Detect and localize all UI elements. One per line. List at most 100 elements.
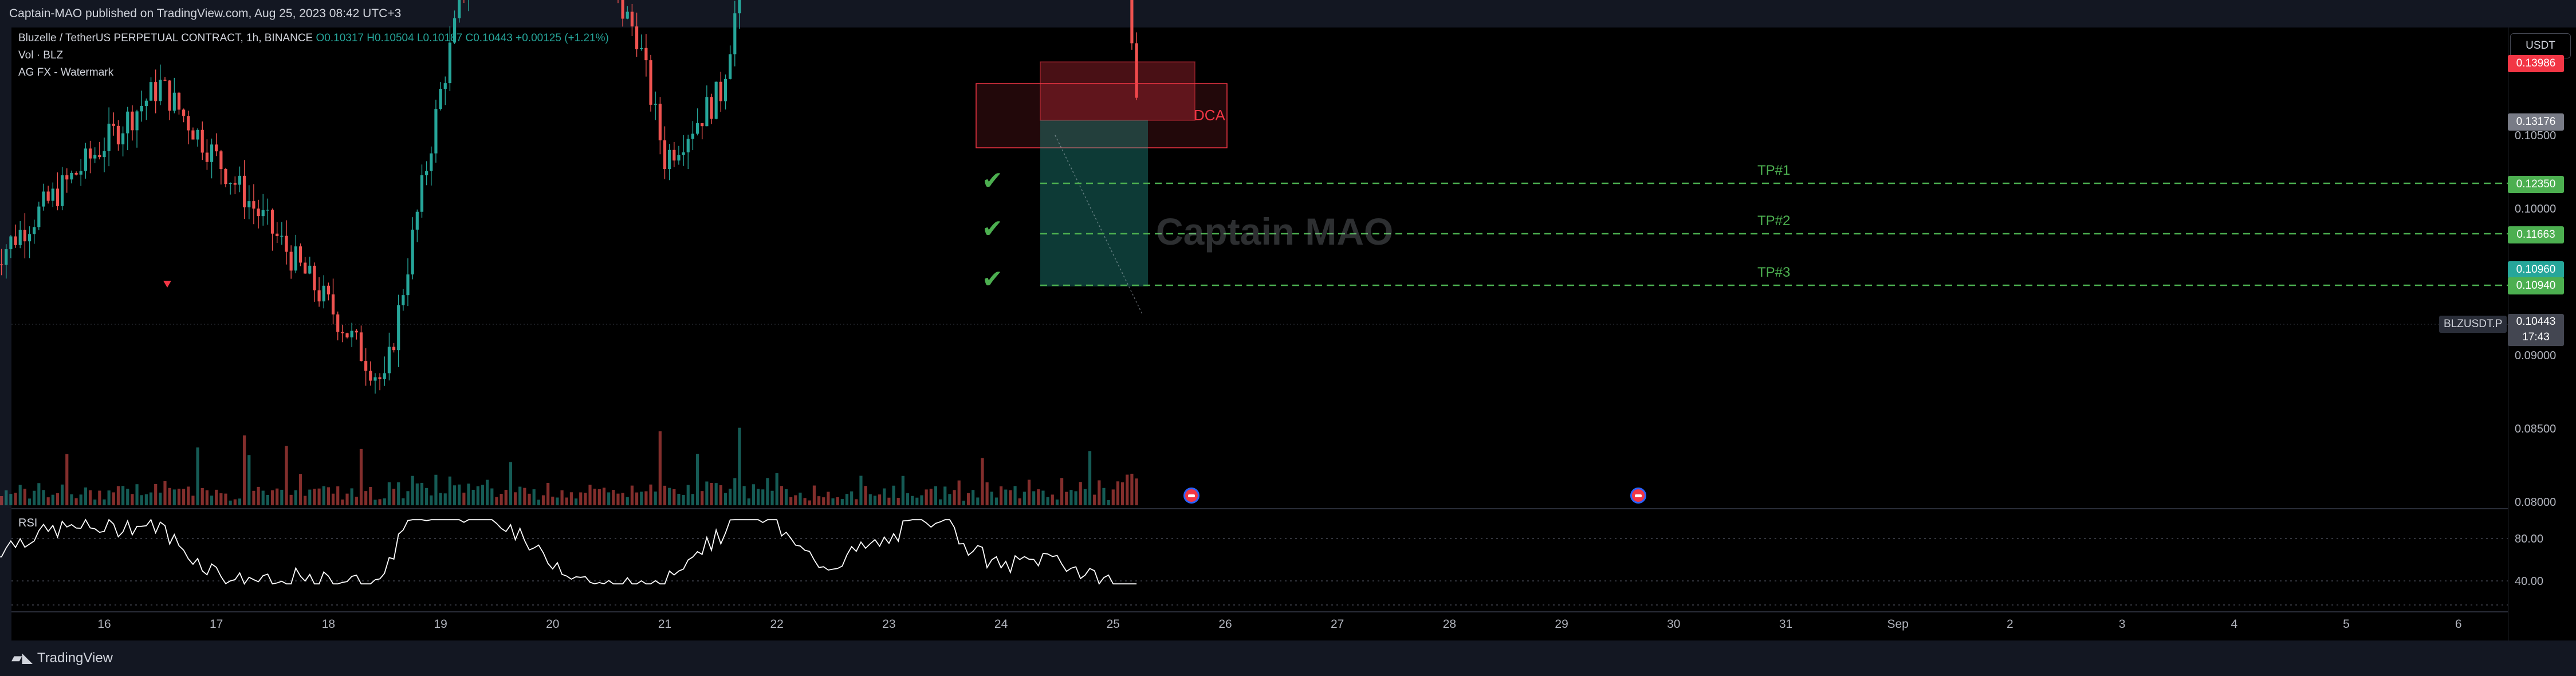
volume-bar xyxy=(458,484,461,505)
volume-bar xyxy=(420,482,424,505)
volume-bar xyxy=(569,492,573,505)
candle-body xyxy=(415,211,419,230)
candle-body xyxy=(336,314,340,332)
volume-bar xyxy=(46,497,50,505)
volume-bar xyxy=(504,490,508,505)
volume-bar xyxy=(219,493,223,505)
candle-body xyxy=(434,109,438,154)
volume-bar xyxy=(327,487,330,505)
volume-bar xyxy=(761,489,765,505)
volume-bar xyxy=(308,489,312,505)
volume-bar xyxy=(635,492,639,505)
volume-bar xyxy=(896,498,900,505)
volume-bar xyxy=(1046,497,1049,505)
candle-body xyxy=(37,206,41,227)
candle-body xyxy=(98,155,101,158)
rsi-legend[interactable]: RSI xyxy=(18,517,38,529)
volume-bar xyxy=(243,435,246,505)
candle-body xyxy=(280,235,284,237)
volume-bar xyxy=(597,489,601,505)
last-price-tag: 0.10443 17:43 xyxy=(2508,314,2564,346)
volume-bar xyxy=(298,474,302,505)
volume-bar xyxy=(415,483,419,505)
candle-body xyxy=(378,377,382,379)
volume-bar xyxy=(266,494,269,505)
candle-body xyxy=(322,285,325,302)
volume-bar xyxy=(224,493,227,505)
candle-body xyxy=(392,347,396,351)
candle-body xyxy=(70,172,73,180)
volume-bar xyxy=(116,486,120,505)
ohlc-close: C0.10443 xyxy=(465,32,513,44)
volume-bar xyxy=(588,485,592,505)
time-axis-label: 18 xyxy=(321,618,336,631)
volume-bar xyxy=(1065,492,1068,505)
volume-bar xyxy=(98,490,101,505)
candle-body xyxy=(18,229,22,245)
time-axis-label: 3 xyxy=(2118,618,2126,631)
time-axis-label: 17 xyxy=(210,618,223,631)
volume-bar xyxy=(850,491,854,505)
volume-bar xyxy=(79,494,82,505)
volume-bar xyxy=(285,446,288,505)
volume-bar xyxy=(486,480,489,505)
candle-body xyxy=(103,151,106,158)
currency-button[interactable]: USDT xyxy=(2510,33,2571,58)
volume-bar xyxy=(607,492,611,505)
high-marker xyxy=(163,281,171,288)
candle-body xyxy=(331,294,335,315)
time-axis-label: 29 xyxy=(1555,618,1568,631)
volume-bar xyxy=(42,490,45,505)
candle-body xyxy=(168,80,171,111)
candle-body xyxy=(154,82,158,101)
volume-bar xyxy=(742,486,746,505)
candle-body xyxy=(402,295,405,305)
volume-bar xyxy=(345,493,349,505)
economic-event-icon[interactable] xyxy=(1630,488,1646,504)
volume-legend[interactable]: Vol · BLZ xyxy=(18,49,64,61)
volume-bar xyxy=(943,486,947,505)
volume-bar xyxy=(430,495,433,505)
volume-bar xyxy=(546,482,550,505)
economic-event-icon[interactable] xyxy=(1183,488,1199,504)
symbol-title[interactable]: Bluzelle / TetherUS PERPETUAL CONTRACT, … xyxy=(18,32,313,44)
volume-bar xyxy=(462,492,466,505)
price-axis-label: 0.09000 xyxy=(2515,349,2557,362)
volume-bar xyxy=(729,489,732,505)
tp3-label: TP#3 xyxy=(1757,265,1791,280)
volume-bar xyxy=(668,488,671,505)
candle-body xyxy=(135,111,139,131)
stop-zone xyxy=(1040,61,1195,121)
volume-bar xyxy=(887,497,891,505)
volume-bar xyxy=(1013,486,1017,505)
watermark-indicator-legend[interactable]: AG FX - Watermark xyxy=(18,66,114,78)
candle-body xyxy=(219,151,223,169)
volume-bar xyxy=(392,489,396,505)
tp1-label: TP#1 xyxy=(1757,163,1791,178)
volume-bar xyxy=(584,493,587,505)
candle-body xyxy=(191,130,195,140)
volume-bar xyxy=(476,486,479,505)
bar-countdown: 17:43 xyxy=(2522,331,2550,343)
volume-bar xyxy=(149,492,153,505)
volume-bar xyxy=(154,484,158,505)
tradingview-logo[interactable]: ▰◣ TradingView xyxy=(11,650,113,666)
volume-bar xyxy=(990,492,993,505)
chart-area[interactable] xyxy=(11,27,2514,640)
symbol-legend: Bluzelle / TetherUS PERPETUAL CONTRACT, … xyxy=(18,32,609,45)
candle-body xyxy=(261,210,265,217)
volume-bar xyxy=(112,492,115,505)
profit-zone xyxy=(1040,120,1148,286)
candle-body xyxy=(74,172,78,175)
volume-bar xyxy=(565,497,568,505)
volume-bar xyxy=(331,493,335,505)
volume-bar xyxy=(317,488,321,505)
volume-bar xyxy=(61,484,64,505)
volume-bar xyxy=(532,489,536,505)
volume-bar xyxy=(873,496,877,505)
volume-bar xyxy=(523,488,526,505)
volume-bar xyxy=(182,489,186,505)
volume-bar xyxy=(733,478,737,505)
candle-body xyxy=(644,48,648,61)
